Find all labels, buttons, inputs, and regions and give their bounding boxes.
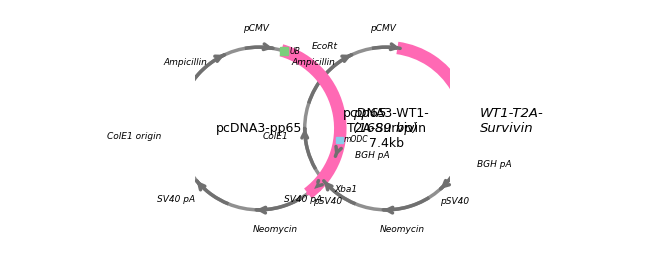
Text: UB: UB (290, 47, 301, 56)
Text: pcDNA3-WT1-
T2A-Survivin
7.4kb: pcDNA3-WT1- T2A-Survivin 7.4kb (342, 107, 430, 150)
Text: pCMV: pCMV (370, 24, 395, 33)
Text: WT1-T2A-
Survivin: WT1-T2A- Survivin (480, 107, 544, 135)
Text: pSV40: pSV40 (313, 197, 342, 206)
Text: BGH pA: BGH pA (355, 151, 390, 160)
Bar (280, 47, 288, 55)
Text: pp65
(1689 bp): pp65 (1689 bp) (353, 107, 418, 135)
Text: Neomycin: Neomycin (253, 225, 298, 234)
Text: BGH pA: BGH pA (477, 160, 511, 169)
Text: pCMV: pCMV (243, 24, 268, 33)
Text: Xba1: Xba1 (335, 185, 357, 194)
Text: ColE1 origin: ColE1 origin (107, 132, 161, 141)
Text: Ampicillin: Ampicillin (291, 58, 335, 67)
Text: Ampicillin: Ampicillin (164, 58, 208, 67)
Text: pcDNA3-pp65: pcDNA3-pp65 (216, 122, 302, 135)
Text: ColE1: ColE1 (263, 132, 288, 141)
Text: mODC: mODC (344, 135, 369, 144)
Bar (336, 136, 342, 143)
Text: SV40 pA: SV40 pA (284, 195, 322, 204)
Text: EcoRt: EcoRt (312, 42, 338, 51)
Text: Neomycin: Neomycin (380, 225, 425, 234)
Text: pSV40: pSV40 (440, 197, 469, 206)
Text: SV40 pA: SV40 pA (157, 195, 195, 204)
